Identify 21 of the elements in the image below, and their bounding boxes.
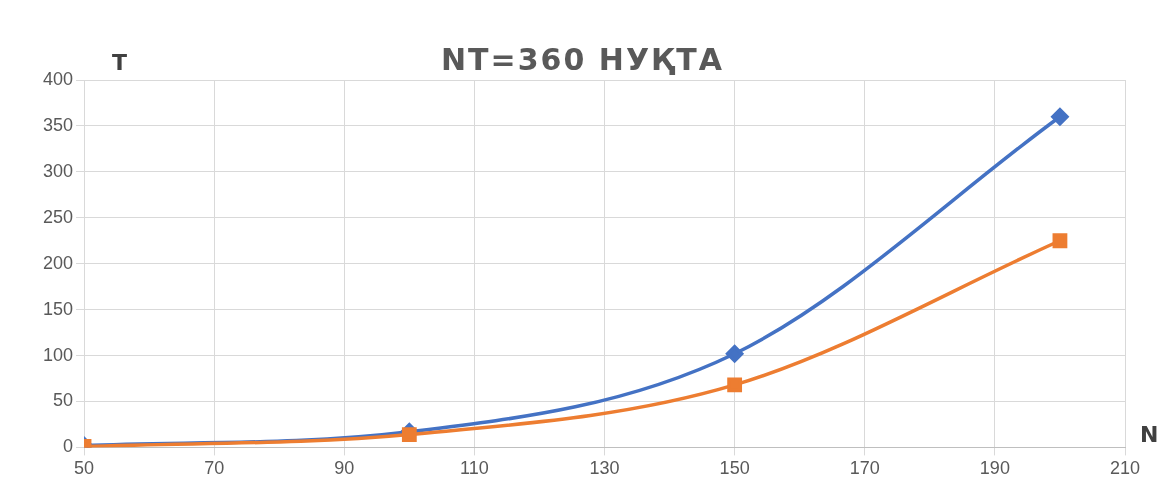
y-tick-label: 0 [63, 436, 74, 457]
y-tick-label: 200 [42, 252, 74, 273]
y-tick-label: 250 [42, 206, 74, 227]
x-tick-label: 170 [849, 458, 880, 479]
y-axis-title: T [112, 50, 128, 75]
y-tick-label: 50 [53, 390, 74, 411]
y-tick-label: 100 [42, 344, 74, 365]
x-axis-title: N [1140, 422, 1159, 447]
x-tick-label: 130 [589, 458, 620, 479]
x-tick-label: 190 [979, 458, 1010, 479]
chart-title: NT=360 НУҚТА [441, 42, 724, 77]
y-tick-label: 350 [42, 114, 74, 135]
x-tick-label: 90 [334, 458, 355, 479]
y-tick-label: 150 [42, 298, 74, 319]
y-tick-label: 300 [42, 160, 74, 181]
x-tick-label: 110 [460, 458, 489, 479]
y-tick-label: 400 [42, 68, 74, 89]
x-tick-label: 150 [719, 458, 750, 479]
x-tick-label: 210 [1109, 458, 1141, 479]
x-tick-label: 50 [74, 458, 95, 479]
x-tick-label: 70 [204, 458, 225, 479]
